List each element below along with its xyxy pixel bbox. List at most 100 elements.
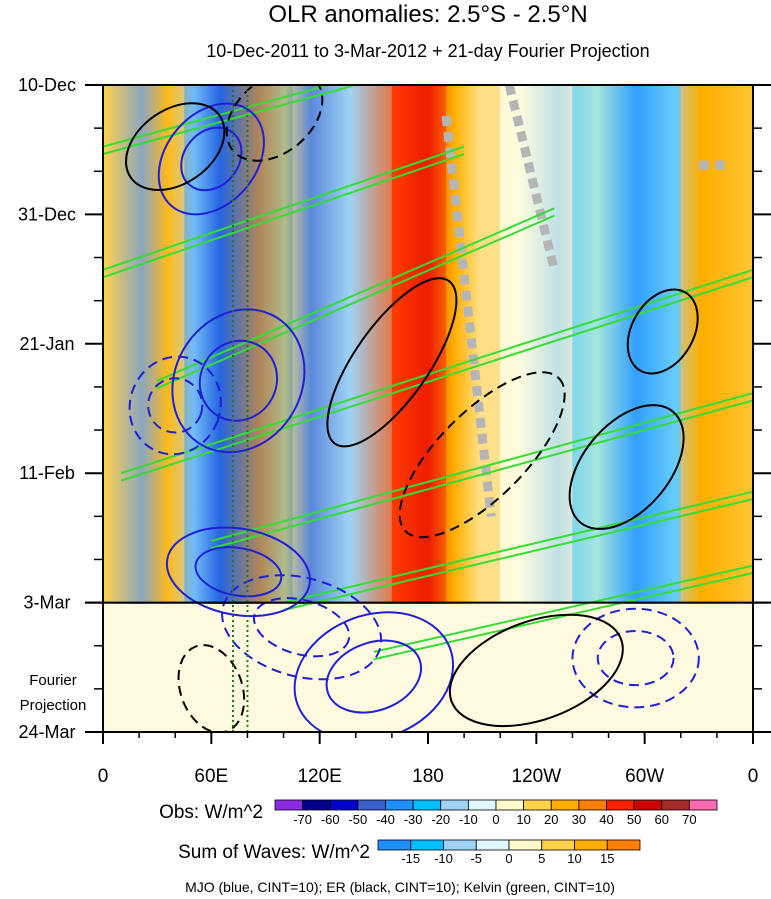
mjo-contour-2 (128, 355, 222, 456)
kelvin-wave-2-1 (156, 214, 555, 390)
mjo-contour-inner-1 (198, 339, 279, 422)
obs-colorbar: -70 -60 -50 -40 -30 -20 -10 0 10 20 30 40 50 60 70 (274, 799, 718, 827)
kelvin-wave-1-0 (103, 145, 465, 271)
colorbar-swatch-7 (467, 799, 497, 811)
projection-label-line2: Projection (20, 697, 87, 714)
mjo-contours (128, 102, 700, 732)
colorbar-swatch-9 (523, 799, 552, 811)
chart-subtitle: 10-Dec-2011 to 3-Mar-2012 + 21-day Fouri… (206, 41, 649, 61)
colorbar-swatch-1 (302, 799, 331, 811)
plot-area (103, 85, 753, 732)
projection-field (103, 604, 753, 732)
mjo-contour-4 (221, 574, 383, 681)
x-tick-label: 0 (98, 766, 109, 787)
colorbar-tick-label: -10 (459, 812, 478, 827)
waves-colorbar-label: Sum of Waves: W/m^2 (178, 842, 370, 863)
mjo-contour-inner-2 (147, 377, 204, 434)
kelvin-wave-2-0 (156, 207, 555, 382)
colorbar-tick-label: 0 (492, 812, 499, 827)
er-contour-2 (326, 277, 458, 448)
colorbar-swatch-7 (606, 839, 641, 851)
colorbar-swatch-10 (550, 799, 580, 811)
kelvin-wave-6-0 (373, 564, 753, 653)
anomaly-band-0 (103, 85, 185, 603)
colorbar-swatch-2 (443, 839, 477, 851)
x-tick-label: 180 (412, 766, 444, 787)
colorbar-swatch-13 (633, 799, 663, 811)
colorbar-swatch-5 (541, 839, 575, 851)
mjo-contour-inner-6 (596, 629, 675, 687)
mjo-contour-inner-4 (253, 597, 351, 658)
y-tick-label: 31-Dec (18, 204, 76, 224)
anomaly-band-2 (292, 85, 392, 603)
colorbar-swatch-6 (440, 799, 469, 811)
colorbar-tick-label: 70 (682, 812, 696, 827)
y-tick-label: 24-Mar (18, 722, 75, 742)
colorbar-swatch-5 (412, 799, 442, 811)
colorbar-tick-label: 50 (627, 812, 641, 827)
mjo-contour-0 (157, 102, 265, 216)
colorbar-tick-label: -40 (376, 812, 395, 827)
colorbar-tick-label: -20 (431, 812, 450, 827)
colorbar-tick-label: -30 (404, 812, 423, 827)
x-tick-label: 0 (748, 766, 759, 787)
projection-label-line1: Fourier (29, 672, 77, 689)
kelvin-wave-4-0 (211, 392, 753, 542)
colorbar-swatch-3 (475, 839, 510, 851)
colorbar-tick-label: 15 (600, 851, 614, 866)
anomaly-band-7 (680, 85, 753, 603)
colorbar-swatch-11 (578, 799, 607, 811)
colorbar-swatch-3 (357, 799, 386, 811)
colorbar-tick-label: -5 (470, 851, 482, 866)
y-tick-label: 11-Feb (19, 463, 75, 483)
kelvin-wave-6-1 (373, 572, 753, 661)
colorbar-swatch-15 (688, 799, 718, 811)
er-contour-4 (568, 404, 685, 530)
mjo-contour-inner-3 (325, 639, 423, 714)
colorbar-tick-label: -60 (321, 812, 340, 827)
chart-title: OLR anomalies: 2.5°S - 2.5°N (268, 1, 587, 28)
x-tick-label: 60E (194, 766, 228, 787)
x-tick-label: 120E (297, 766, 341, 787)
er-contour-6 (448, 613, 624, 728)
anomaly-band-1 (184, 85, 293, 603)
missing-streak-0 (441, 115, 496, 517)
kelvin-wave-1-1 (103, 153, 465, 279)
y-tick-label: 3-Mar (23, 593, 70, 613)
colorbar-swatch-1 (410, 839, 444, 851)
colorbar-tick-label: 10 (567, 851, 581, 866)
colorbar-tick-label: 10 (516, 812, 530, 827)
colorbar-tick-label: 60 (655, 812, 669, 827)
kelvin-wave-5-1 (283, 498, 753, 611)
colorbar-swatch-12 (606, 799, 635, 811)
colorbar-swatch-8 (495, 799, 525, 811)
kelvin-wave-5-0 (283, 490, 753, 604)
mjo-contour-6 (571, 607, 700, 709)
kelvin-wave-4-1 (211, 399, 753, 550)
colorbar-swatch-0 (377, 839, 412, 851)
colorbar-swatch-4 (508, 839, 543, 851)
missing-data-streaks (441, 85, 726, 517)
anomaly-band-5 (500, 85, 573, 603)
anomaly-band-6 (572, 85, 681, 603)
x-tick-label: 120W (512, 766, 562, 787)
obs-colorbar-label: Obs: W/m^2 (159, 802, 263, 823)
colorbar-swatch-4 (385, 799, 414, 811)
kelvin-wave-0-1 (103, 85, 360, 155)
er-contour-0 (125, 102, 226, 192)
colorbar-tick-label: 20 (544, 812, 558, 827)
x-tick-label: 60W (625, 766, 664, 787)
colorbar-tick-label: 0 (505, 851, 512, 866)
colorbar-tick-label: -15 (401, 851, 420, 866)
colorbar-tick-label: 40 (599, 812, 613, 827)
colorbar-swatch-2 (329, 799, 359, 811)
x-axis: 0 60E 120E 180 120W 60W 0 (98, 732, 759, 787)
er-contour-3 (398, 371, 566, 539)
mjo-contour-3 (293, 611, 455, 732)
colorbar-swatch-0 (274, 799, 304, 811)
colorbar-swatch-14 (661, 799, 690, 811)
y-axis: 10-Dec 31-Dec 21-Jan 11-Feb 3-Mar 24-Mar (18, 75, 771, 742)
mjo-contour-inner-5 (194, 546, 283, 598)
anomaly-band-3 (391, 85, 447, 603)
waves-colorbar: -15 -10 -5 0 5 10 15 (377, 839, 641, 866)
